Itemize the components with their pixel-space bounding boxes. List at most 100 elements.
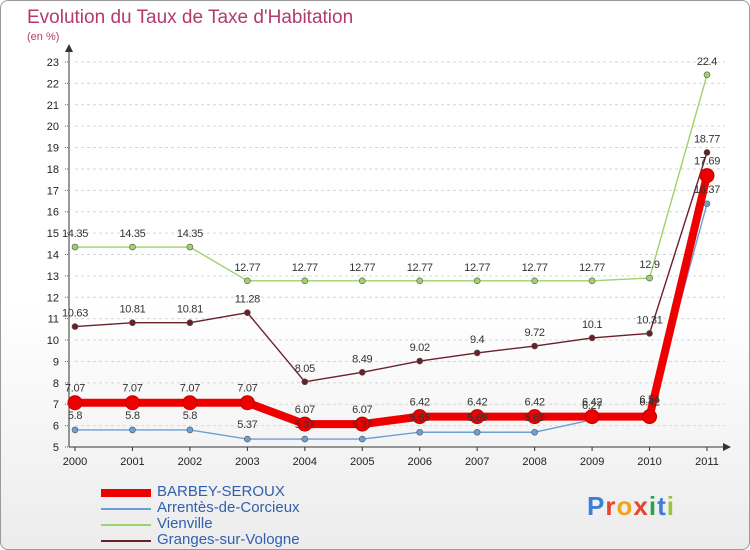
data-point: [703, 71, 711, 79]
data-point: [358, 369, 366, 376]
y-tick-label: 19: [47, 143, 59, 155]
data-point: [301, 435, 309, 443]
data-point: [182, 395, 198, 411]
series-line-3: [74, 152, 708, 383]
data-label: 18.77: [694, 133, 720, 145]
data-point: [473, 277, 481, 285]
legend-label: Granges-sur-Vologne: [157, 531, 300, 548]
x-tick-label: 2006: [407, 456, 431, 468]
legend-swatch: [101, 508, 151, 510]
data-label: 16.37: [694, 184, 720, 196]
data-label: 6.07: [295, 404, 315, 416]
data-point: [646, 330, 653, 337]
data-point: [239, 395, 255, 411]
y-tick-label: 20: [47, 121, 59, 133]
data-label: 5.8: [68, 410, 83, 422]
data-label: 6.27: [582, 400, 602, 412]
data-point: [584, 409, 600, 425]
y-tick-label: 7: [53, 399, 59, 411]
legend-label: Arrentès-de-Corcieux: [157, 499, 300, 516]
data-label: 14.35: [119, 228, 145, 240]
data-point: [129, 243, 136, 251]
legend-swatch: [101, 524, 151, 526]
data-label: 14.35: [177, 228, 203, 240]
data-label: 10.63: [62, 308, 88, 320]
data-label: 22.4: [697, 56, 717, 68]
data-point: [244, 309, 251, 316]
data-point: [297, 416, 313, 432]
y-tick-label: 12: [47, 292, 59, 304]
y-axis-arrow: [65, 44, 73, 52]
axes: [65, 44, 731, 451]
data-label: 5.37: [352, 419, 372, 431]
data-label: 6.07: [352, 404, 372, 416]
data-label: 6.42: [525, 397, 545, 409]
data-labels-layer: 7.07 7.07 7.07 7.07 6.07 6.07 6.42 6.42 6.42 6.42…: [62, 56, 721, 431]
y-tick-label: 17: [47, 185, 59, 197]
data-label: 6.42: [582, 397, 602, 409]
data-label: 6.42: [639, 397, 659, 409]
data-label: 11.28: [235, 294, 260, 306]
data-label: 5.37: [295, 419, 315, 431]
data-label: 5.69: [410, 412, 430, 424]
data-point: [646, 274, 653, 282]
data-label: 12.77: [292, 262, 318, 274]
data-point: [699, 168, 715, 184]
x-tick-label: 2008: [522, 456, 546, 468]
x-tick-label: 2005: [350, 456, 374, 468]
x-tick-label: 2002: [178, 456, 202, 468]
data-point: [129, 426, 136, 434]
logo-letter: i: [648, 491, 658, 521]
chart-title: Evolution du Taux de Taxe d'Habitation: [27, 7, 354, 28]
data-label: 12.77: [522, 262, 548, 274]
data-point: [186, 426, 194, 434]
logo-letter: t: [657, 491, 667, 521]
data-point: [416, 277, 424, 285]
data-point: [527, 409, 543, 425]
data-label: 12.77: [234, 262, 260, 274]
data-point: [186, 243, 194, 251]
x-tick-label: 2007: [465, 456, 489, 468]
data-label: 5.37: [237, 419, 257, 431]
data-point: [642, 409, 658, 425]
data-point: [186, 319, 194, 327]
data-point: [358, 277, 366, 285]
x-tick-label: 2003: [235, 456, 259, 468]
x-axis-arrow: [723, 443, 731, 451]
data-label: 12.9: [639, 259, 659, 271]
data-point: [588, 277, 596, 285]
y-tick-label: 18: [47, 164, 59, 176]
logo-letter: o: [616, 491, 634, 521]
y-tick-label: 21: [47, 100, 59, 112]
data-label: 12.77: [349, 262, 375, 274]
series-layer: [67, 71, 715, 443]
data-label: 17.69: [694, 156, 720, 168]
series-line-0: [75, 174, 711, 429]
y-tick-label: 22: [47, 78, 59, 90]
data-point: [416, 357, 424, 365]
data-point: [412, 409, 428, 425]
data-label: 10.81: [119, 304, 145, 316]
data-label: 5.8: [125, 410, 140, 422]
data-label: 6.42: [467, 397, 487, 409]
data-label: 10.1: [582, 319, 602, 331]
data-label: 10.81: [177, 304, 203, 316]
logo-letter: P: [587, 491, 606, 521]
data-label: 5.8: [183, 410, 198, 422]
legend-swatch: [101, 489, 151, 497]
y-tick-label: 8: [53, 378, 59, 390]
x-tick-label: 2004: [293, 456, 317, 468]
y-tick-label: 14: [47, 250, 59, 262]
data-point: [531, 277, 538, 285]
data-point: [531, 428, 538, 436]
data-label: 9.4: [470, 334, 485, 346]
data-point: [473, 428, 481, 436]
y-axis-ticks: 5 6 7 8 9 10 11 12 13 14 15 16 17 18 19 20 21 22 23: [47, 57, 69, 454]
data-point: [473, 349, 481, 357]
data-point: [358, 435, 366, 443]
x-axis-ticks: 2000 2001 2002 2003 2004 2005 2006 2007 2008 2009…: [63, 447, 719, 468]
data-point: [129, 319, 136, 327]
y-tick-label: 10: [47, 335, 59, 347]
data-label: 7.07: [122, 383, 142, 395]
